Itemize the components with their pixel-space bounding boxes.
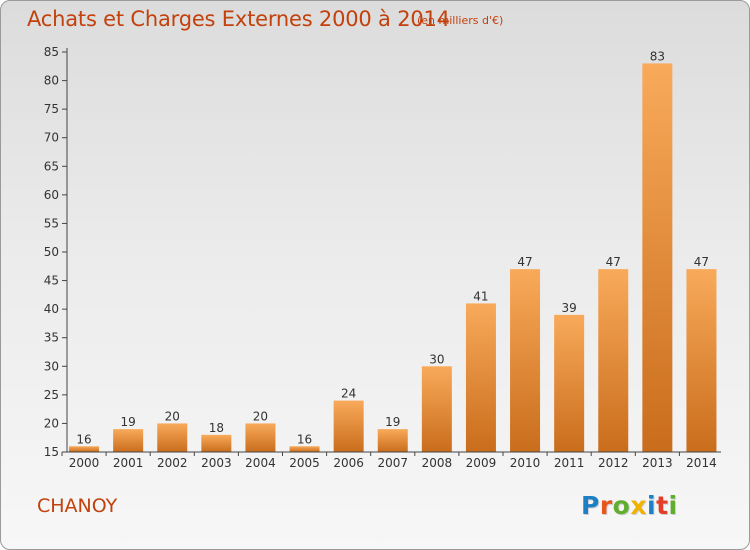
bar-value-label: 47 <box>517 255 532 269</box>
logo-letter: o <box>612 491 631 520</box>
x-tick-label: 2007 <box>377 456 408 470</box>
y-tick-label: 85 <box>44 45 59 59</box>
y-tick-label: 50 <box>44 245 59 259</box>
y-tick-label: 65 <box>44 159 59 173</box>
x-tick-label: 2009 <box>466 456 497 470</box>
logo-letter: i <box>668 491 678 520</box>
y-tick-label: 35 <box>44 331 59 345</box>
bar-value-label: 20 <box>165 409 180 423</box>
x-tick-label: 2002 <box>157 456 188 470</box>
x-tick-label: 2001 <box>113 456 144 470</box>
bar <box>598 269 629 452</box>
bar-value-label: 39 <box>562 301 577 315</box>
bar-value-label: 24 <box>341 387 356 401</box>
logo-letter: r <box>599 491 613 520</box>
bar-value-label: 18 <box>209 421 224 435</box>
y-tick-label: 15 <box>44 445 59 459</box>
chart-title: Achats et Charges Externes 2000 à 2014 <box>27 7 450 31</box>
proxiti-logo[interactable]: Proxiti <box>581 491 678 520</box>
y-tick-label: 20 <box>44 416 59 430</box>
commune-name: CHANOY <box>37 495 118 517</box>
x-tick-label: 2012 <box>598 456 629 470</box>
bar-value-label: 47 <box>694 255 709 269</box>
bar <box>113 429 144 452</box>
bar-value-label: 83 <box>650 49 665 63</box>
logo-letter: x <box>630 491 647 520</box>
bars-group: 16 19 20 18 20 16 24 19 30 41 47 39 47 83 47 <box>69 49 717 453</box>
bar <box>642 63 673 453</box>
bar <box>554 314 585 452</box>
bar <box>510 269 541 452</box>
chart-subtitle: (en milliers d'€) <box>417 14 504 27</box>
bar-value-label: 41 <box>473 289 488 303</box>
x-tick-label: 2008 <box>422 456 453 470</box>
bar-value-label: 16 <box>76 432 91 446</box>
bar <box>69 446 100 452</box>
y-tick-label: 70 <box>44 131 59 145</box>
logo-letter: t <box>656 491 669 520</box>
x-tick-label: 2014 <box>686 456 717 470</box>
bar-value-label: 47 <box>606 255 621 269</box>
y-tick-label: 55 <box>44 216 59 230</box>
bar <box>421 366 452 452</box>
x-tick-label: 2006 <box>333 456 364 470</box>
y-tick-label: 25 <box>44 388 59 402</box>
bar-value-label: 16 <box>297 432 312 446</box>
x-tick-label: 2010 <box>510 456 541 470</box>
y-tick-label: 80 <box>44 74 59 88</box>
x-tick-label: 2005 <box>289 456 320 470</box>
y-tick-label: 60 <box>44 188 59 202</box>
logo-letter: P <box>581 491 600 520</box>
axes-group: 15 20 25 30 35 40 45 50 55 60 65 70 75 80 85 2000 2001 20… <box>44 45 721 470</box>
bar <box>157 423 188 452</box>
x-tick-label: 2003 <box>201 456 232 470</box>
bar <box>333 400 364 452</box>
x-tick-label: 2000 <box>69 456 100 470</box>
y-tick-label: 40 <box>44 302 59 316</box>
y-tick-label: 75 <box>44 102 59 116</box>
bar <box>686 269 717 452</box>
bar-value-label: 20 <box>253 409 268 423</box>
bar <box>201 434 232 452</box>
x-tick-label: 2011 <box>554 456 585 470</box>
bar-value-label: 19 <box>121 415 136 429</box>
x-tick-label: 2004 <box>245 456 276 470</box>
bar-value-label: 19 <box>385 415 400 429</box>
x-tick-label: 2013 <box>642 456 673 470</box>
bar <box>245 423 276 452</box>
bar <box>289 446 320 452</box>
bar <box>465 303 496 452</box>
y-tick-label: 45 <box>44 274 59 288</box>
bar <box>377 429 408 452</box>
logo-letter: i <box>647 491 657 520</box>
bar-value-label: 30 <box>429 352 444 366</box>
y-tick-label: 30 <box>44 359 59 373</box>
